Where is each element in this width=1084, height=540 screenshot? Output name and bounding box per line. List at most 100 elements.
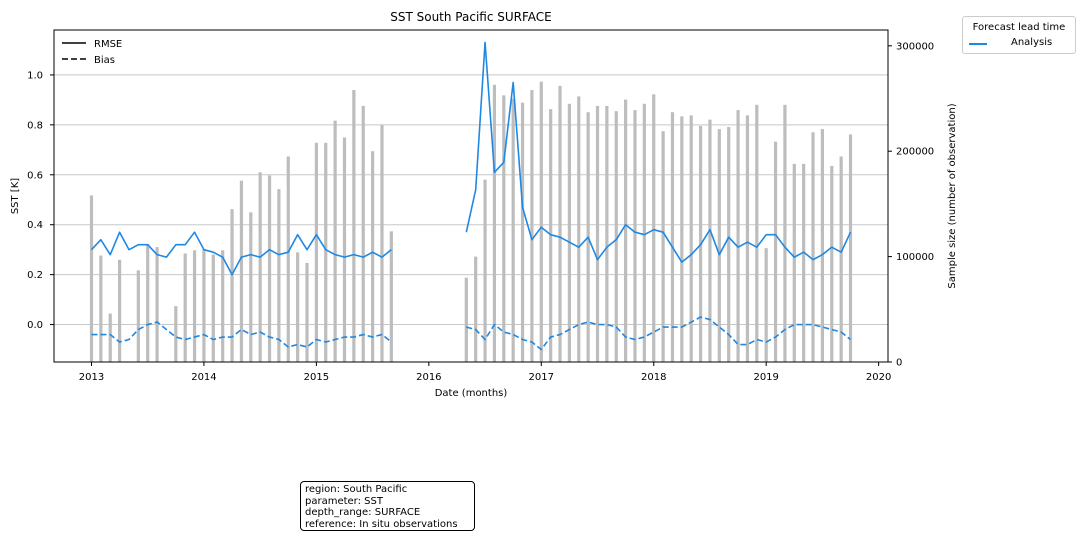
sample-size-bar — [183, 253, 187, 362]
sample-size-bar — [511, 98, 515, 362]
sample-size-bar — [661, 131, 665, 362]
sample-size-bar — [239, 180, 244, 362]
x-tick-label: 2018 — [641, 372, 666, 383]
sample-size-bar — [530, 90, 534, 363]
series-lines — [90, 41, 852, 351]
sample-size-bar — [830, 165, 834, 362]
x-tick-label: 2016 — [416, 372, 441, 383]
sample-size-bar — [839, 156, 843, 362]
sample-size-bar — [221, 250, 225, 362]
sample-size-bar — [727, 126, 731, 362]
sample-size-bar — [624, 99, 628, 363]
sample-size-bars — [89, 81, 853, 363]
sample-size-bar — [342, 137, 347, 362]
sample-size-bar — [277, 189, 281, 362]
y2-axis-label: Sample size (number of observation) — [947, 103, 958, 288]
y-tick-label: 0.6 — [27, 170, 43, 181]
rmse-line-segment-2 — [465, 41, 852, 263]
style-legend: RMSE Bias — [62, 39, 122, 66]
sample-size-bar — [136, 270, 140, 362]
info-region: region: South Pacific — [305, 484, 408, 495]
sample-size-bar — [333, 120, 337, 363]
info-box: region: South Pacific parameter: SST dep… — [300, 481, 475, 531]
axis-ticks: 0.0 0.2 0.4 0.6 0.8 1.0 0 100000 200000 300000 201… — [27, 41, 934, 383]
x-axis-label: Date (months) — [435, 388, 508, 399]
lead-time-legend-title: Forecast lead time — [972, 22, 1066, 33]
y-axis-label: SST [K] — [10, 178, 21, 214]
y2-tick-label: 300000 — [896, 41, 934, 52]
sample-size-bar — [680, 116, 684, 362]
sample-size-bar — [202, 249, 206, 362]
sample-size-bar — [258, 172, 262, 362]
bias-line-segment-1 — [91, 321, 392, 348]
sample-size-bar — [99, 255, 103, 362]
sample-size-bar — [464, 277, 468, 362]
sample-size-bar — [689, 115, 693, 362]
sample-size-bar — [483, 179, 487, 362]
sample-size-bar — [811, 132, 815, 362]
sample-size-bar — [755, 104, 759, 362]
sample-size-bar — [492, 84, 497, 363]
sample-size-bar — [361, 105, 365, 362]
rmse-line-segment-1 — [90, 231, 392, 276]
sample-size-bar — [380, 124, 384, 362]
chart-title: SST South Pacific SURFACE — [390, 10, 552, 24]
sample-size-bar — [848, 134, 853, 362]
sample-size-bar — [539, 81, 543, 363]
sample-size-bar — [717, 129, 721, 362]
sample-size-bar — [314, 142, 318, 362]
info-reference: reference: In situ observations — [305, 518, 458, 530]
y-tick-label: 0.4 — [27, 220, 43, 231]
x-tick-label: 2017 — [529, 372, 554, 383]
sample-size-bar — [146, 243, 150, 362]
sample-size-bar — [802, 163, 806, 362]
sample-size-bar — [108, 313, 112, 362]
analysis-legend-label: Analysis — [1011, 37, 1053, 48]
sample-size-bar — [773, 141, 778, 362]
plot-frame — [53, 29, 889, 363]
sample-size-bar — [230, 209, 234, 362]
sample-size-bar — [708, 119, 712, 362]
sample-size-bar — [371, 151, 375, 362]
x-tick-label: 2020 — [866, 372, 891, 383]
sample-size-bar — [211, 254, 215, 362]
sample-size-bar — [595, 105, 600, 362]
y2-tick-label: 0 — [896, 358, 902, 369]
x-tick-label: 2014 — [191, 372, 216, 383]
info-depth-range: depth_range: SURFACE — [305, 507, 421, 518]
y-tick-label: 0.2 — [27, 270, 43, 281]
sample-size-bar — [155, 247, 159, 362]
sample-size-bar — [567, 103, 571, 363]
sample-size-bar — [783, 104, 787, 362]
sample-size-bar — [614, 111, 618, 363]
sample-size-bar — [520, 102, 525, 362]
y-tick-label: 0.0 — [27, 320, 43, 331]
sample-size-bar — [745, 115, 750, 362]
sample-size-bar — [792, 163, 796, 362]
sample-size-bar — [605, 105, 609, 362]
sample-size-bar — [820, 129, 825, 362]
sample-size-bar — [474, 256, 478, 362]
sample-size-bar — [502, 95, 506, 362]
info-parameter: parameter: SST — [305, 495, 383, 507]
y2-tick-label: 200000 — [896, 147, 934, 158]
sample-size-bar — [117, 259, 122, 362]
lead-time-legend: Forecast lead time Analysis — [962, 16, 1076, 54]
sample-size-bar — [296, 252, 300, 362]
sample-size-bar — [633, 110, 637, 362]
sample-size-bar — [764, 248, 768, 362]
sample-size-bar — [352, 90, 356, 363]
sample-size-bar — [642, 103, 646, 363]
sample-size-bar — [389, 231, 393, 362]
sample-size-bar — [670, 112, 675, 362]
sample-size-bar — [558, 85, 562, 362]
sample-size-bar — [577, 96, 581, 363]
sample-size-bar — [192, 250, 197, 362]
sample-size-bar — [267, 175, 272, 362]
sample-size-bar — [549, 109, 553, 362]
x-tick-label: 2015 — [304, 372, 329, 383]
sample-size-bar — [736, 110, 740, 362]
sample-size-bar — [286, 156, 290, 362]
sample-size-bar — [174, 306, 178, 362]
